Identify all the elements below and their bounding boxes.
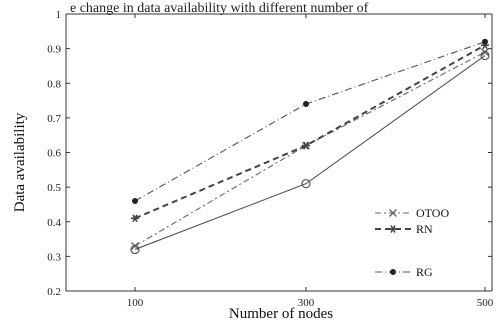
y-tick-label: 0.8 bbox=[47, 78, 61, 90]
series-rn bbox=[131, 41, 489, 223]
dot-marker bbox=[132, 197, 138, 204]
legend-item-rg: RG bbox=[375, 265, 433, 279]
x-tick-label: 100 bbox=[127, 297, 144, 309]
legend-item-rn: RN bbox=[375, 222, 433, 236]
y-tick-label: 0.6 bbox=[47, 148, 61, 160]
y-tick-label: 1 bbox=[56, 9, 62, 21]
axes: 0.2 0.3 0.4 0.5 0.6 0.7 0.8 0.9 1 100 300 500 bbox=[47, 9, 494, 309]
x-tick-label: 500 bbox=[477, 297, 494, 309]
y-tick-label: 0.2 bbox=[47, 286, 61, 298]
series-line bbox=[134, 55, 486, 250]
circle-marker bbox=[130, 244, 140, 255]
legend-label: RG bbox=[416, 265, 433, 279]
series-line bbox=[134, 41, 486, 202]
chart-marks bbox=[130, 38, 490, 255]
legend-label: OTOO bbox=[416, 206, 449, 220]
y-tick-label: 0.5 bbox=[47, 182, 61, 194]
y-tick-label: 0.3 bbox=[47, 251, 61, 263]
y-tick-label: 0.4 bbox=[47, 217, 61, 229]
legend-item-otoo: OTOO bbox=[375, 206, 449, 220]
x-marker bbox=[389, 209, 397, 217]
dot-marker bbox=[390, 269, 396, 275]
y-axis-label: Data availability bbox=[12, 112, 28, 212]
star-marker bbox=[132, 214, 138, 223]
series-rg bbox=[132, 38, 488, 204]
legend: OTOO RN RG bbox=[375, 206, 449, 279]
circle-marker bbox=[480, 50, 490, 61]
star-marker bbox=[390, 225, 396, 233]
y-tick-label: 0.9 bbox=[47, 44, 61, 56]
dot-marker bbox=[303, 101, 309, 108]
x-axis-label: Number of nodes bbox=[229, 306, 333, 322]
y-tick-label: 0.7 bbox=[47, 113, 61, 125]
circle-marker bbox=[301, 179, 311, 189]
series-unlabeled bbox=[130, 50, 490, 255]
x-tick-label: 300 bbox=[298, 297, 315, 309]
legend-label: RN bbox=[416, 222, 433, 236]
star-marker bbox=[303, 141, 309, 150]
chart-caption-fragment: e change in data availability with diffe… bbox=[70, 1, 369, 16]
series-line bbox=[134, 44, 486, 220]
dot-marker bbox=[482, 38, 488, 45]
